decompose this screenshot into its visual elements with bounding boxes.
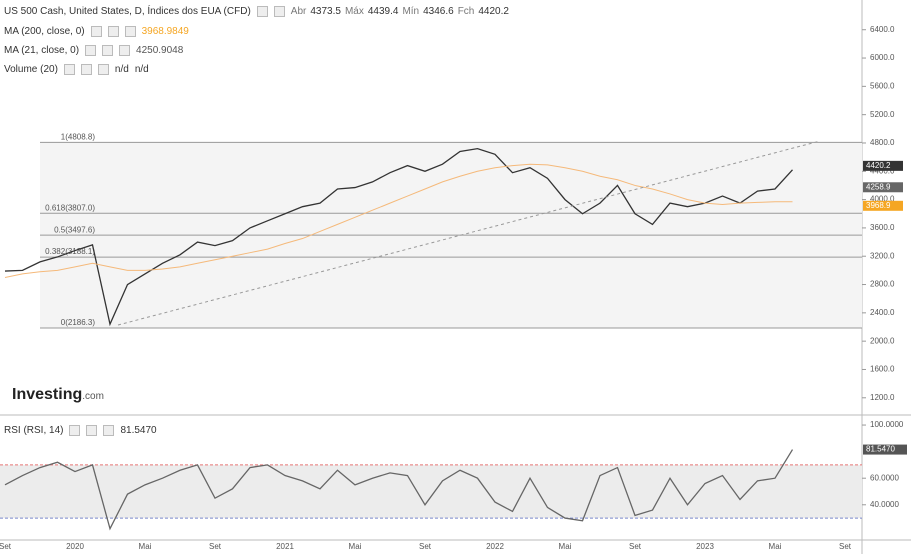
trend-line <box>117 140 821 326</box>
ohlc: Abr 4373.5 Máx 4439.4 Mín 4346.6 Fch 4420.2 <box>291 6 509 17</box>
price-badge-label: 3968.9 <box>866 201 891 210</box>
ohlc-label: Abr <box>290 6 307 17</box>
x-tick-label: Set <box>209 542 222 551</box>
x-tick-label: Mai <box>559 542 572 551</box>
rsi-pane: 100.0000 60.0000 40.0000 81.5470 <box>0 420 907 531</box>
logo: Investing.com <box>12 386 104 404</box>
fib-label: 0.5(3497.6) <box>54 225 95 234</box>
icon <box>80 64 92 75</box>
icon <box>124 26 136 37</box>
y-tick-label: 1200.0 <box>870 393 895 402</box>
price-badge-label: 4420.2 <box>866 161 891 170</box>
ohlc-label: Fch <box>457 6 475 17</box>
ohlc-value: 4439.4 <box>367 6 399 17</box>
ohlc-label: Mín <box>402 6 420 17</box>
indicator-value: 4250.9048 <box>136 45 184 56</box>
series-line <box>4 147 793 327</box>
y-tick-label: 3600.0 <box>870 223 895 232</box>
y-tick-label: 40.0000 <box>870 500 899 509</box>
x-tick-label: 2022 <box>486 542 504 551</box>
y-tick-label: 2000.0 <box>870 336 895 345</box>
y-tick-label: 5600.0 <box>870 81 895 90</box>
y-tick-label: 4800.0 <box>870 138 895 147</box>
logo-text: Investing <box>12 386 83 403</box>
rsi-header: RSI (RSI, 14) 81.5470 <box>4 425 157 436</box>
indicator-name: MA (21, close, 0) <box>4 45 80 56</box>
rsi-badge <box>863 444 907 455</box>
ohlc-value: 4420.2 <box>478 6 509 17</box>
y-tick-label: 3200.0 <box>870 251 895 260</box>
ohlc-value: 4373.5 <box>310 6 341 17</box>
header: US 500 Cash, United States, D, Índices d… <box>4 6 509 17</box>
y-tick-label: 4400.0 <box>870 166 895 175</box>
fib-label: 0(2186.3) <box>61 318 96 327</box>
icon <box>97 64 109 75</box>
ohlc-label: Máx <box>344 6 364 17</box>
icon <box>90 26 102 37</box>
logo-suffix: .com <box>82 391 104 402</box>
title: US 500 Cash, United States, D, Índices d… <box>4 6 251 17</box>
rsi-title: RSI (RSI, 14) <box>4 425 64 436</box>
indicator-value: 3968.9849 <box>141 26 189 37</box>
x-tick-label: 2020 <box>66 542 84 551</box>
x-tick-label: Set <box>839 542 852 551</box>
series-line <box>4 449 794 531</box>
x-tick-label: 2023 <box>696 542 714 551</box>
y-tick-label: 60.0000 <box>870 473 899 482</box>
x-tick-label: Mai <box>139 542 152 551</box>
price-badge-label: 4258.9 <box>866 182 891 191</box>
x-tick-label: Set <box>419 542 432 551</box>
indicator: Volume (20) n/d n/d <box>4 64 149 75</box>
y-tick-label: 2800.0 <box>870 280 895 289</box>
y-tick-label: 2400.0 <box>870 308 895 317</box>
series-line <box>4 163 793 278</box>
x-tick-label: Mai <box>349 542 362 551</box>
x-tick-label: Set <box>0 542 12 551</box>
indicator-value: n/d <box>114 64 129 75</box>
fib-label: 0.618(3807.0) <box>45 203 95 212</box>
x-tick-label: Mai <box>769 542 782 551</box>
ohlc-value: 4346.6 <box>423 6 454 17</box>
indicator-name: Volume (20) <box>4 64 58 75</box>
icon <box>63 64 75 75</box>
indicator-name: MA (200, close, 0) <box>4 26 85 37</box>
icon <box>119 45 131 56</box>
rsi-value: 81.5470 <box>120 425 157 436</box>
price-pane: 1(4808.8)0.618(3807.0)0.5(3497.6)0.382(3… <box>4 25 903 402</box>
y-tick-label: 100.0000 <box>870 420 904 429</box>
rsi-band <box>0 464 862 519</box>
y-tick-label: 4000.0 <box>870 195 895 204</box>
x-tick-label: 2021 <box>276 542 294 551</box>
y-tick-label: 6000.0 <box>870 53 895 62</box>
y-tick-label: 5200.0 <box>870 110 895 119</box>
indicator: MA (21, close, 0) 4250.9048 <box>4 45 183 56</box>
price-badge <box>863 182 903 193</box>
icon <box>102 45 114 56</box>
y-tick-label: 1600.0 <box>870 365 895 374</box>
x-tick-label: Set <box>629 542 642 551</box>
fib-label: 1(4808.8) <box>61 132 96 141</box>
price-badge <box>863 160 903 171</box>
indicator: MA (200, close, 0) 3968.9849 <box>4 26 189 37</box>
price-badge <box>863 200 903 211</box>
y-tick-label: 6400.0 <box>870 25 895 34</box>
indicator-value: n/d <box>134 64 149 75</box>
icon <box>85 45 97 56</box>
rsi-badge-label: 81.5470 <box>866 445 895 454</box>
icon <box>107 26 119 37</box>
